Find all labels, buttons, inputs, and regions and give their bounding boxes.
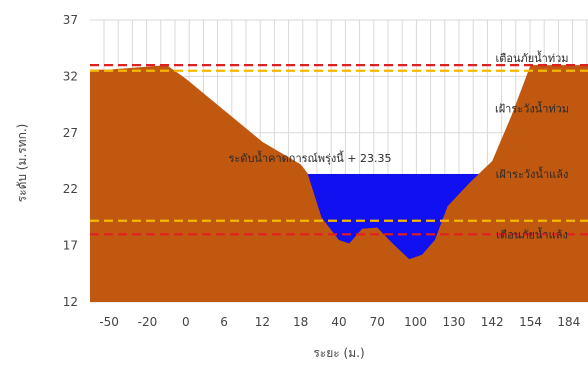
- x-tick-label: 184: [557, 315, 580, 329]
- ground-section: [90, 65, 588, 303]
- y-tick-label: 22: [63, 182, 78, 196]
- x-tick-label: 0: [182, 315, 190, 329]
- x-tick-label: 142: [481, 315, 504, 329]
- x-tick-label: -20: [138, 315, 158, 329]
- water-level-label: ระดับน้ำคาดการณ์พรุ่งนี้ + 23.35: [228, 150, 391, 165]
- x-tick-label: 70: [370, 315, 385, 329]
- y-tick-label: 27: [63, 126, 78, 140]
- x-tick-label: -50: [99, 315, 119, 329]
- x-axis-title: ระยะ (ม.): [313, 346, 364, 360]
- y-tick-label: 17: [63, 239, 78, 253]
- x-tick-label: 40: [331, 315, 346, 329]
- reference-line-label: เตือนภัยน้ำแล้ง: [496, 226, 568, 241]
- x-tick-label: 100: [404, 315, 427, 329]
- x-tick-label: 154: [519, 315, 542, 329]
- y-tick-label: 37: [63, 13, 78, 27]
- x-tick-label: 12: [255, 315, 270, 329]
- x-tick-label: 130: [442, 315, 465, 329]
- water-surface: [307, 173, 479, 260]
- y-axis-title: ระดับ (ม.รทก.): [15, 124, 29, 203]
- y-tick-label: 32: [63, 69, 78, 83]
- reference-line-label: เฝ้าระวังน้ำแล้ง: [496, 166, 569, 181]
- y-tick-label: 12: [63, 295, 78, 309]
- x-tick-label: 18: [293, 315, 308, 329]
- reference-line-label: เตือนภัยน้ำท่วม: [495, 50, 568, 65]
- reference-line-label: เฝ้าระวังน้ำท่วม: [495, 100, 569, 115]
- x-tick-label: 6: [220, 315, 228, 329]
